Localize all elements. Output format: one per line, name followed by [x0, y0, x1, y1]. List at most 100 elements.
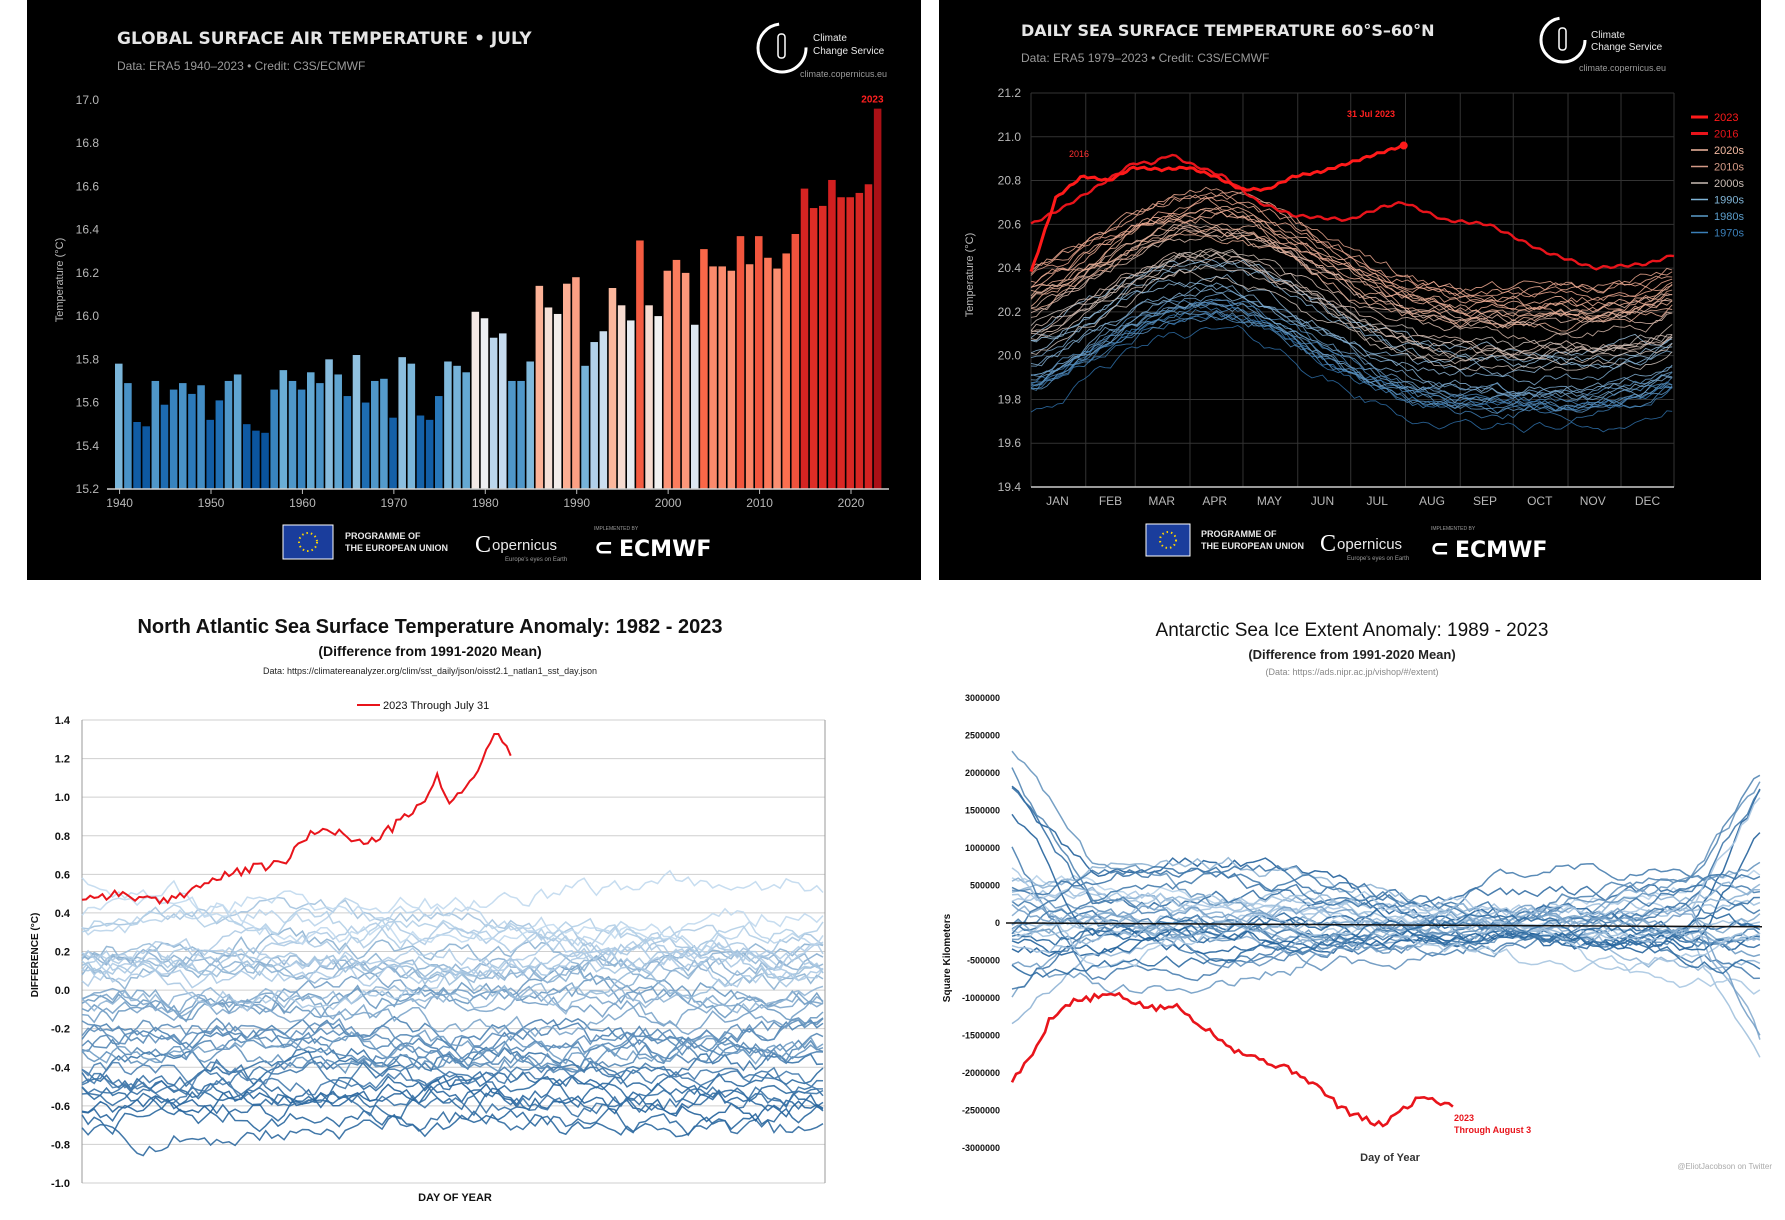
ecmwf-wordmark: ECMWF	[1455, 538, 1547, 563]
y-axis: 19.4 19.6 19.8 20.0 20.2 20.4 20.6 20.8 21.0 21.2	[998, 86, 1022, 494]
series-line	[1030, 259, 1673, 359]
bar	[553, 313, 562, 489]
y-axis-label: DIFFERENCE (°C)	[30, 913, 41, 998]
bar	[636, 240, 644, 489]
logo-url: climate.copernicus.eu	[800, 69, 887, 79]
y-tick-label: -0.4	[51, 1062, 71, 1074]
series-line	[1011, 832, 1761, 958]
series-line	[81, 869, 824, 917]
series-line	[81, 942, 824, 1006]
x-tick-label: AUG	[1419, 494, 1445, 508]
background-series	[1030, 186, 1673, 434]
bar	[435, 396, 443, 489]
y-tick-label: 16.2	[76, 266, 100, 280]
bar	[179, 383, 187, 489]
series-line	[1030, 324, 1673, 434]
climate-logo-icon	[756, 22, 808, 74]
chart-subtitle: (Difference from 1991-2020 Mean)	[318, 643, 541, 659]
chart-subtitle: Data: ERA5 1940–2023 • Credit: C3S/ECMWF	[117, 59, 365, 73]
eu-flag-icon	[1145, 523, 1191, 557]
x-tick-label: FEB	[1099, 494, 1122, 508]
bar	[745, 264, 754, 489]
bar	[563, 283, 571, 489]
y-tick-label: 17.0	[76, 93, 100, 107]
series-line	[1011, 904, 1761, 941]
series-line	[1011, 865, 1761, 937]
x-tick-label: APR	[1202, 494, 1227, 508]
background-series	[81, 869, 824, 1157]
series-line	[1030, 279, 1673, 386]
series-line	[1011, 767, 1761, 954]
bar	[508, 380, 516, 489]
ecmwf-swirl-icon: ⊂	[1430, 536, 1449, 562]
eu-stars-icon	[298, 532, 318, 552]
bar	[855, 192, 864, 489]
y-tick-label: 1500000	[965, 806, 1000, 816]
y-tick-label: -1.0	[51, 1178, 70, 1190]
climate-logo-icon	[1539, 16, 1587, 64]
x-tick-label: 1960	[289, 496, 316, 510]
y-tick-label: 20.6	[998, 217, 1022, 231]
annotation-2023: 31 Jul 2023	[1347, 109, 1395, 119]
bar	[581, 365, 589, 489]
highlight-series	[1029, 141, 1675, 273]
series-line	[81, 937, 824, 973]
series-line	[1011, 870, 1761, 948]
series-line	[81, 1017, 824, 1073]
logo-url: climate.copernicus.eu	[1579, 63, 1666, 73]
series-line	[1030, 195, 1673, 311]
bar	[535, 285, 544, 489]
y-tick-label: 2500000	[965, 731, 1000, 741]
bar	[243, 424, 251, 489]
bar	[800, 188, 809, 489]
bar	[252, 430, 260, 489]
bar	[663, 270, 672, 489]
bar	[215, 400, 224, 489]
x-tick-label: DEC	[1635, 494, 1661, 508]
bar	[224, 380, 233, 489]
legend-label: 1990s	[1714, 195, 1744, 207]
bar	[160, 404, 169, 489]
bar	[343, 396, 352, 489]
y-tick-label: 21.2	[998, 86, 1022, 100]
legend-label: 2000s	[1714, 178, 1744, 190]
series-line	[1030, 303, 1673, 409]
bar	[462, 372, 470, 489]
y-tick-label: 16.4	[76, 223, 100, 237]
eu-label-2: THE EUROPEAN UNION	[1201, 541, 1304, 551]
copernicus-logo: Climate Change Service climate.copernicu…	[1539, 16, 1666, 73]
y-tick-label: 0.0	[55, 985, 70, 997]
series-line	[81, 982, 824, 1016]
series-line	[1011, 888, 1761, 918]
series-line	[81, 1060, 824, 1095]
series-line	[1030, 251, 1673, 356]
bar	[791, 233, 800, 489]
bar	[590, 342, 598, 489]
bar	[691, 324, 699, 489]
y-tick-label: -1500000	[962, 1031, 1000, 1041]
footer-logos: PROGRAMME OF THE EUROPEAN UNION C operni…	[1145, 523, 1547, 563]
implemented-by: IMPLEMENTED BY	[594, 526, 639, 532]
series-line	[1030, 311, 1673, 423]
ecmwf-wordmark: ECMWF	[619, 537, 711, 562]
copernicus-wordmark: opernicus	[1337, 536, 1402, 553]
bar	[407, 363, 416, 489]
series-line	[1030, 228, 1673, 322]
bar	[197, 385, 205, 489]
thermometer-icon	[777, 33, 786, 59]
eu-label-1: PROGRAMME OF	[1201, 529, 1277, 539]
bar	[124, 383, 132, 489]
series-line	[81, 988, 824, 1038]
bar	[169, 389, 178, 489]
y-tick-label: -2000000	[962, 1068, 1000, 1078]
y-tick-label: 19.6	[998, 436, 1022, 450]
bar	[489, 337, 498, 489]
bar	[115, 363, 123, 489]
chart-subtitle: (Difference from 1991-2020 Mean)	[1248, 647, 1455, 662]
y-tick-label: 1.2	[55, 754, 70, 766]
bar	[736, 236, 745, 489]
legend-label: 2023 Through July 31	[383, 700, 489, 712]
bar	[270, 389, 278, 489]
y-tick-label: 15.6	[76, 396, 100, 410]
y-tick-label: 0.2	[55, 947, 70, 959]
